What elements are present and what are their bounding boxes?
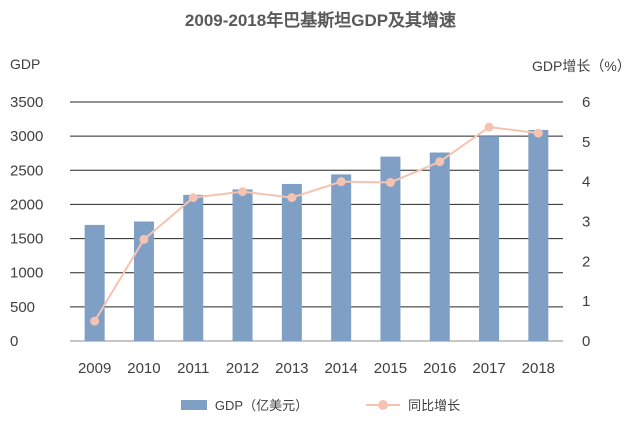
- legend-label-growth: 同比增长: [408, 398, 461, 413]
- bar-gdp: [281, 183, 302, 341]
- y2-tick-label: 3: [582, 214, 590, 231]
- y2-tick-label: 0: [582, 333, 590, 350]
- legend-item-growth[interactable]: 同比增长: [366, 395, 460, 414]
- x-tick-label: 2009: [78, 360, 111, 377]
- y-tick-label: 1500: [10, 231, 43, 248]
- y2-tick-label: 1: [582, 293, 590, 310]
- y-tick-label: 2000: [10, 196, 43, 213]
- growth-point: [484, 122, 494, 132]
- bar-gdp: [429, 152, 450, 341]
- y-tick-label: 500: [10, 299, 35, 316]
- x-tick-label: 2010: [127, 360, 160, 377]
- bar-gdp: [232, 189, 253, 341]
- legend: GDP（亿美元） 同比增长: [0, 395, 641, 414]
- x-tick-label: 2012: [226, 360, 259, 377]
- growth-point: [435, 157, 445, 167]
- growth-point: [238, 187, 248, 197]
- x-tick-label: 2011: [177, 360, 209, 377]
- bar-gdp: [183, 194, 204, 341]
- x-tick-label: 2017: [472, 360, 505, 377]
- x-tick-label: 2014: [324, 360, 357, 377]
- y-tick-label: 0: [10, 333, 18, 350]
- growth-point: [139, 234, 149, 244]
- x-tick-label: 2016: [423, 360, 456, 377]
- x-tick-label: 2015: [374, 360, 407, 377]
- y2-tick-label: 4: [582, 174, 590, 191]
- bar-gdp: [331, 174, 352, 341]
- legend-swatch-bar: [180, 399, 207, 410]
- legend-item-gdp[interactable]: GDP（亿美元）: [180, 395, 309, 414]
- chart-title: 2009-2018年巴基斯坦GDP及其增速: [184, 11, 457, 30]
- y-tick-label: 1000: [10, 265, 43, 282]
- bar-gdp: [528, 129, 549, 341]
- y-tick-label: 2500: [10, 162, 43, 179]
- y2-tick-label: 5: [582, 134, 590, 151]
- legend-label-gdp: GDP（亿美元）: [214, 398, 309, 413]
- y2-axis-title: GDP增长（%）: [532, 58, 631, 74]
- y-tick-label: 3500: [10, 94, 43, 111]
- legend-swatch-line: [366, 399, 401, 410]
- growth-point: [336, 177, 346, 187]
- y2-tick-label: 6: [582, 94, 590, 111]
- bar-gdp: [133, 221, 154, 341]
- x-tick-label: 2018: [522, 360, 555, 377]
- growth-point: [533, 128, 543, 138]
- growth-line: [93, 126, 539, 322]
- y-tick-label: 3000: [10, 128, 43, 145]
- growth-point: [287, 193, 297, 203]
- growth-point: [90, 316, 100, 326]
- growth-point: [188, 193, 198, 203]
- growth-point: [385, 177, 395, 187]
- y-axis-title: GDP: [10, 56, 41, 72]
- bar-gdp: [380, 156, 401, 341]
- x-tick-label: 2013: [275, 360, 308, 377]
- y2-tick-label: 2: [582, 253, 590, 270]
- bar-gdp: [479, 136, 500, 341]
